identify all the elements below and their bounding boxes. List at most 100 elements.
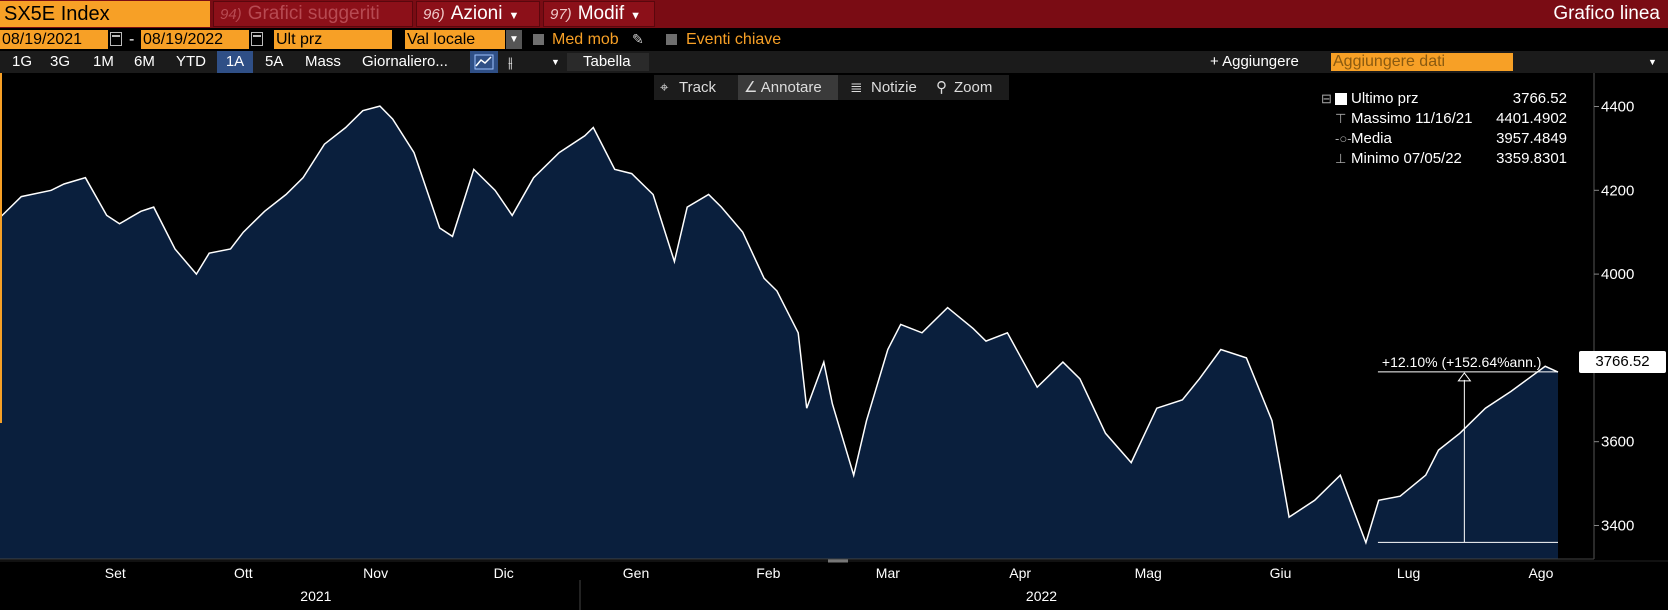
frequency-select[interactable]: Giornaliero...	[362, 53, 448, 70]
x-tick-label: Mar	[876, 565, 900, 581]
end-date-field[interactable]: 08/19/2022	[141, 30, 249, 49]
y-tick-label: 4000	[1601, 266, 1634, 283]
legend-mean-label: Media	[1351, 130, 1392, 147]
y-tick-label: 4400	[1601, 99, 1634, 116]
y-tick-label: 4200	[1601, 182, 1634, 199]
edit-label: Modif	[577, 3, 625, 24]
legend-last-label: Ultimo prz	[1351, 90, 1419, 107]
chevron-down-icon: ▼	[508, 10, 520, 22]
zoom-button[interactable]: Zoom	[954, 79, 993, 96]
start-date-field[interactable]: 08/19/2021	[0, 30, 108, 49]
suggested-number: 94)	[220, 6, 242, 23]
price-field-select[interactable]: Ult prz	[274, 30, 392, 49]
track-button[interactable]: Track	[679, 79, 716, 96]
actions-menu-button[interactable]: 96) Azioni ▼	[416, 1, 540, 27]
settings-row: 08/19/2021 - 08/19/2022 Ult prz Val loca…	[0, 29, 1668, 50]
legend-panel: ⊟ Ultimo prz 3766.52 ⊤ Massimo 11/16/21 …	[1317, 87, 1579, 171]
pencil-icon[interactable]: ✎	[632, 31, 644, 47]
table-button[interactable]: Tabella	[583, 53, 631, 70]
suggested-charts-button[interactable]: 94) Grafici suggeriti	[213, 1, 413, 27]
x-tick-label: Set	[105, 565, 126, 581]
annotate-label: Annotare	[760, 79, 822, 96]
performance-annotation: +12.10% (+152.64%ann.)	[1377, 354, 1558, 543]
currency-select[interactable]: Val locale	[405, 30, 505, 49]
annotate-button[interactable]: ∠ Annotare	[738, 75, 838, 100]
chevron-down-icon[interactable]: ▼	[551, 57, 560, 67]
range-1g-button[interactable]: 1G	[12, 53, 33, 70]
range-1m-button[interactable]: 1M	[93, 53, 114, 70]
calendar-icon[interactable]	[251, 32, 263, 46]
high-marker-icon: ⊤	[1335, 111, 1347, 126]
chevron-down-icon[interactable]: ▼	[1648, 57, 1657, 67]
range-5a-button[interactable]: 5A	[265, 53, 284, 70]
legend-low[interactable]: ⊥ Minimo 07/05/22 3359.8301	[1317, 149, 1579, 169]
x-year-label: 2022	[1026, 588, 1057, 604]
y-tick-label: 3400	[1601, 517, 1634, 534]
crosshair-icon[interactable]: ⌖	[660, 79, 669, 96]
legend-last[interactable]: ⊟ Ultimo prz 3766.52	[1317, 89, 1579, 109]
legend-last-value: 3766.52	[1512, 90, 1567, 107]
series-swatch	[1335, 93, 1347, 105]
legend-high[interactable]: ⊤ Massimo 11/16/21 4401.4902	[1317, 109, 1579, 129]
y-tick-label: 3600	[1601, 434, 1634, 451]
x-tick-label: Mag	[1135, 565, 1162, 581]
line-chart-glyph	[474, 54, 494, 70]
x-tick-label: Apr	[1009, 565, 1031, 581]
key-events-label: Eventi chiave	[686, 31, 782, 48]
date-separator: -	[129, 31, 135, 48]
table-button-bg	[567, 53, 649, 71]
legend-mean[interactable]: -○- Media 3957.4849	[1317, 129, 1579, 149]
moving-average-label: Med mob	[552, 31, 619, 48]
max-range-button[interactable]: Mass	[305, 53, 341, 70]
edit-menu-button[interactable]: 97) Modif ▼	[543, 1, 655, 27]
add-data-input[interactable]: Aggiungere dati	[1331, 53, 1513, 71]
edit-number: 97)	[550, 6, 572, 23]
annotation-arrow-icon	[1457, 372, 1472, 382]
low-marker-icon: ⊥	[1335, 151, 1347, 166]
calendar-icon[interactable]	[110, 32, 122, 46]
last-value-label: 3766.52	[1579, 351, 1666, 373]
actions-label: Azioni	[450, 3, 503, 24]
legend-low-value: 3359.8301	[1496, 150, 1567, 167]
suggested-label: Grafici suggeriti	[247, 3, 380, 24]
left-accent-bar	[0, 73, 2, 423]
x-tick-label: Ago	[1528, 565, 1553, 581]
legend-mean-value: 3957.4849	[1496, 130, 1567, 147]
zoom-icon[interactable]: ⚲	[936, 79, 947, 96]
x-tick-label: Gen	[623, 565, 649, 581]
range-3g-button[interactable]: 3G	[50, 53, 71, 70]
news-button[interactable]: Notizie	[871, 79, 917, 96]
news-icon[interactable]: ≣	[850, 79, 863, 96]
header-bar: SX5E Index 94) Grafici suggeriti 96) Azion…	[0, 0, 1668, 28]
price-line	[0, 105, 1559, 546]
x-tick-label: Lug	[1397, 565, 1420, 581]
chart-type-title: Grafico linea	[1553, 3, 1660, 24]
x-year-label: 2021	[300, 588, 331, 604]
x-tick-label: Ott	[234, 565, 253, 581]
chart-tools: ⌖ Track ∠ Annotare ≣ Notizie ⚲ Zoom	[654, 75, 1009, 100]
range-6m-button[interactable]: 6M	[134, 53, 155, 70]
add-button[interactable]: + Aggiungere	[1210, 53, 1299, 70]
ticker-field[interactable]: SX5E Index	[0, 1, 210, 27]
bar-chart-icon[interactable]: ⫲	[508, 54, 513, 70]
x-tick-label: Giu	[1270, 565, 1292, 581]
mean-marker-icon: -○-	[1335, 131, 1352, 146]
key-events-checkbox[interactable]	[666, 34, 677, 45]
chevron-down-icon[interactable]: ▼	[506, 30, 522, 49]
x-tick-label: Dic	[494, 565, 514, 581]
x-axis: Set Ott Nov Dic Gen Feb Mar Apr Mag Giu Lug Ago 2021…	[105, 565, 1554, 604]
moving-average-checkbox[interactable]	[533, 34, 544, 45]
collapse-icon[interactable]: ⊟	[1321, 91, 1332, 106]
chevron-down-icon: ▼	[630, 10, 642, 22]
legend-low-label: Minimo 07/05/22	[1351, 150, 1462, 167]
price-area	[0, 106, 1558, 559]
range-1a-button[interactable]: 1A	[217, 51, 253, 73]
line-chart-icon[interactable]	[470, 51, 498, 73]
pencil-icon: ∠	[744, 79, 761, 96]
legend-high-value: 4401.4902	[1496, 110, 1567, 127]
actions-number: 96)	[423, 6, 445, 23]
range-toolbar: 1G 3G 1M 6M YTD 1A 5A Mass Giornaliero..…	[0, 51, 1668, 73]
legend-high-label: Massimo 11/16/21	[1351, 110, 1473, 127]
annotation-label: +12.10% (+152.64%ann.)	[1382, 354, 1542, 370]
range-ytd-button[interactable]: YTD	[176, 53, 206, 70]
